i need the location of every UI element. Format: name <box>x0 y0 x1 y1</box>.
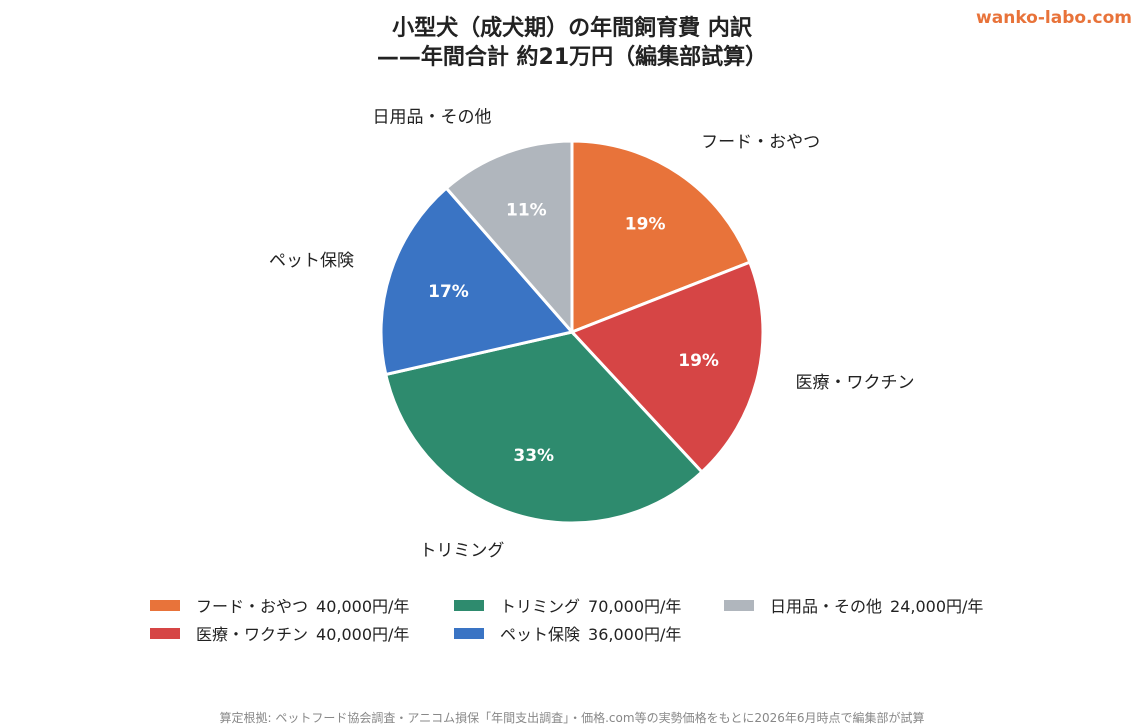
legend-value: 40,000円/年 <box>316 625 410 644</box>
legend-label: トリミング <box>500 597 581 616</box>
pie-percent-label: 17% <box>428 282 469 302</box>
pie-percent-label: 19% <box>678 351 719 371</box>
pie-percent-label: 11% <box>506 200 547 220</box>
legend-value: 40,000円/年 <box>316 597 410 616</box>
pie-slice <box>570 139 752 335</box>
legend-value: 36,000円/年 <box>588 625 682 644</box>
pie-slice-label: 医療・ワクチン <box>795 373 914 393</box>
legend-swatch <box>724 599 754 611</box>
chart-title-line1: 小型犬（成犬期）の年間飼育費 内訳 <box>392 16 752 41</box>
pie-slice-label: ペット保険 <box>269 251 354 271</box>
legend-item: フード・おやつ 40,000円/年 <box>150 594 409 616</box>
legend-label: フード・おやつ <box>196 597 309 616</box>
pie-slice <box>444 139 574 336</box>
legend-item: トリミング 70,000円/年 <box>454 594 681 616</box>
chart-title: 小型犬（成犬期）の年間飼育費 内訳 ——年間合計 約21万円（編集部試算） <box>0 14 1144 72</box>
pie-slices <box>379 139 765 525</box>
pie-percent-labels: 19% 19% 33% 17% 11% <box>428 200 719 466</box>
pie-slice-label: トリミング <box>419 541 504 561</box>
chart-title-line2: ——年間合計 約21万円（編集部試算） <box>376 45 768 70</box>
legend-item: 医療・ワクチン 40,000円/年 <box>150 622 409 644</box>
legend-label: 医療・ワクチン <box>196 625 309 644</box>
pie-slice <box>383 330 705 525</box>
pie-slice <box>569 260 765 475</box>
legend-label: 日用品・その他 <box>770 597 883 616</box>
pie-slice <box>379 186 575 377</box>
legend-label: ペット保険 <box>500 625 581 644</box>
legend-swatch <box>454 627 484 639</box>
pie-slice-label: フード・おやつ <box>701 133 820 153</box>
legend-item: 日用品・その他 24,000円/年 <box>724 594 983 616</box>
legend-value: 70,000円/年 <box>588 597 682 616</box>
chart-legend: フード・おやつ 40,000円/年 医療・ワクチン 40,000円/年 トリミング 70,… <box>150 594 1030 650</box>
legend-value: 24,000円/年 <box>890 597 984 616</box>
legend-swatch <box>150 627 180 639</box>
legend-item: ペット保険 36,000円/年 <box>454 622 681 644</box>
pie-percent-label: 19% <box>625 215 666 235</box>
brand-logo: wanko-labo.com <box>976 8 1132 28</box>
legend-swatch <box>454 599 484 611</box>
legend-swatch <box>150 599 180 611</box>
footnote: 算定根拠: ペットフード協会調査・アニコム損保「年間支出調査」・価格.com等の… <box>219 711 925 725</box>
pie-slice-label: 日用品・その他 <box>372 107 491 127</box>
pie-percent-label: 33% <box>513 446 554 466</box>
